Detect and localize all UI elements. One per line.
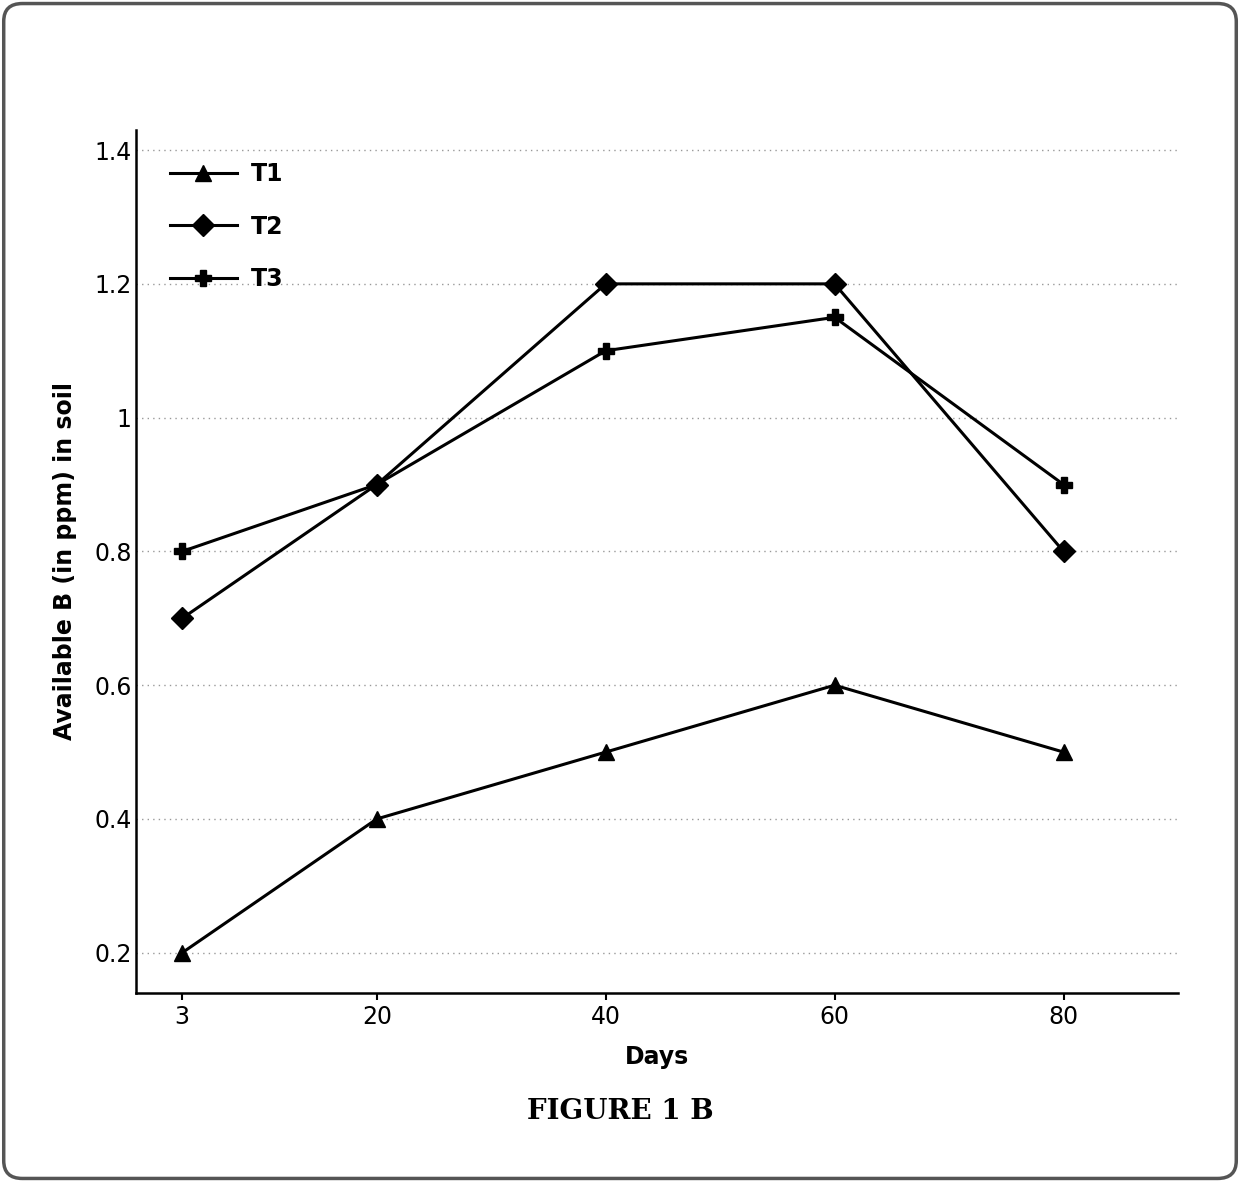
Text: FIGURE 1 B: FIGURE 1 B — [527, 1098, 713, 1124]
X-axis label: Days: Days — [625, 1045, 689, 1070]
T2 — [175, 611, 190, 625]
T1 — [1056, 745, 1071, 759]
T2 — [827, 277, 842, 291]
Y-axis label: Available B (in ppm) in soil: Available B (in ppm) in soil — [53, 383, 77, 740]
Legend: T1, T2, T3: T1, T2, T3 — [159, 150, 295, 303]
T2 — [1056, 545, 1071, 559]
T2 — [598, 277, 613, 291]
T1 — [827, 678, 842, 693]
Line: T2: T2 — [175, 277, 1071, 626]
T3 — [370, 478, 384, 492]
Line: T3: T3 — [174, 309, 1071, 560]
T3 — [175, 545, 190, 559]
T3 — [1056, 478, 1071, 492]
Line: T1: T1 — [175, 677, 1071, 961]
T3 — [598, 344, 613, 358]
T1 — [598, 745, 613, 759]
T2 — [370, 478, 384, 492]
T1 — [370, 812, 384, 826]
T1 — [175, 946, 190, 960]
T3 — [827, 310, 842, 324]
